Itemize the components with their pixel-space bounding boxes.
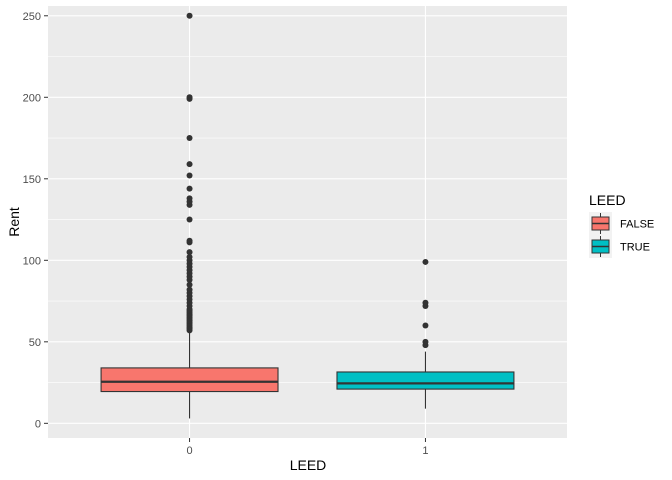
y-tick-label: 100: [23, 255, 41, 267]
y-tick-label: 250: [23, 11, 41, 23]
outlier-point: [422, 322, 429, 329]
outlier-point: [186, 195, 193, 202]
legend: LEED FALSE TRUE: [589, 192, 654, 258]
outlier-point: [186, 281, 193, 288]
outlier-point: [186, 254, 193, 261]
y-tick-label: 150: [23, 174, 41, 186]
y-axis: 0 50 100 150 200 250: [23, 11, 48, 430]
outlier-point: [186, 172, 193, 179]
box-group-true: [336, 258, 515, 409]
legend-label: FALSE: [620, 219, 654, 231]
outlier-point: [186, 12, 193, 19]
plot-panel: [48, 6, 567, 438]
x-tick-label: 1: [422, 445, 428, 457]
y-tick-label: 200: [23, 92, 41, 104]
box-iqr: [336, 371, 515, 390]
outlier-point: [422, 338, 429, 345]
y-axis-title: Rent: [6, 207, 22, 237]
x-axis-title: LEED: [290, 457, 327, 473]
major-gridlines: [48, 6, 567, 438]
box-iqr: [100, 367, 279, 393]
y-tick-label: 0: [35, 418, 41, 430]
outlier-point: [422, 299, 429, 306]
outlier-point: [422, 258, 429, 265]
outlier-point: [186, 185, 193, 192]
boxes: [100, 12, 515, 419]
outlier-point: [186, 135, 193, 142]
legend-key-false: FALSE: [589, 212, 654, 235]
legend-label: TRUE: [620, 242, 650, 254]
legend-title: LEED: [589, 192, 626, 208]
outlier-point: [186, 286, 193, 293]
box-group-false: [100, 12, 279, 419]
outlier-point: [186, 161, 193, 168]
legend-key-true: TRUE: [589, 235, 650, 258]
outlier-point: [186, 216, 193, 223]
x-tick-label: 0: [186, 445, 192, 457]
outlier-point: [186, 237, 193, 244]
outlier-point: [186, 249, 193, 256]
outlier-point: [186, 94, 193, 101]
y-tick-label: 50: [29, 337, 41, 349]
